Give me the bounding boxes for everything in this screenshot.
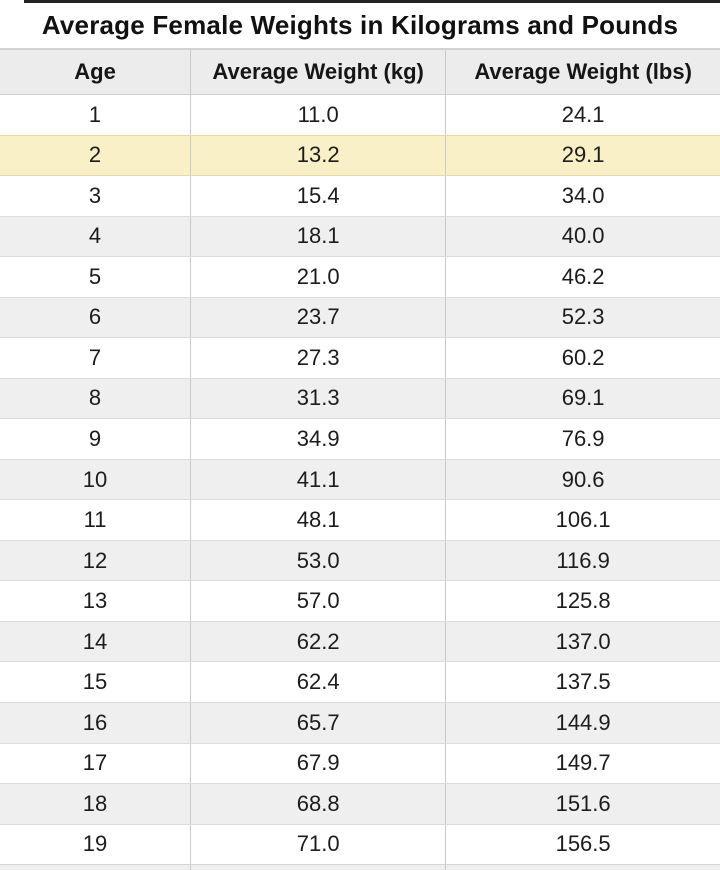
table-cell: 125.8	[445, 581, 720, 621]
table-cell: 40.0	[445, 216, 720, 257]
table-cell: 7	[88, 344, 102, 370]
table-body: 1 11.0 24.1 2 13.2 29.1 3 15.4 34.0 4 18.1 40.0 5 21.…	[0, 95, 720, 865]
table-cell: 11	[83, 507, 107, 533]
table-cell: 24.1	[445, 95, 720, 135]
table-cell: 151.6	[445, 784, 720, 824]
table-cell: 57.0	[190, 581, 445, 621]
column-header-age: Age	[74, 59, 116, 84]
table-cell: 8	[88, 385, 102, 411]
table-cell: 1	[88, 101, 102, 127]
table-cell: 116.9	[445, 540, 720, 581]
table-row: 7 27.3 60.2	[0, 337, 720, 378]
table-row: 6 23.7 52.3	[0, 296, 720, 338]
table-cell: 144.9	[445, 702, 720, 743]
column-header-weight-kg: Average Weight (kg)	[190, 50, 445, 94]
table-row: 4 18.1 40.0	[0, 215, 720, 257]
table-cell: 71.0	[190, 824, 445, 865]
table-row: 12 53.0 116.9	[0, 539, 720, 581]
table-header: Age Average Weight (kg) Average Weight (…	[0, 48, 720, 95]
table-row: 5 21.0 46.2	[0, 256, 720, 297]
table-cell: 29.1	[445, 135, 720, 176]
table-cell: 34.0	[445, 176, 720, 216]
table-cell: 14	[82, 628, 108, 654]
table-cell: 13.2	[190, 135, 445, 176]
table-cell: 76.9	[445, 419, 720, 459]
table-row: 9 34.9 76.9	[0, 418, 720, 459]
table-cell: 13	[82, 588, 108, 614]
table-cell: 6	[88, 304, 102, 330]
cropped-next-row	[0, 864, 720, 870]
table-cell: 18	[82, 790, 108, 816]
table-cell: 2	[88, 142, 102, 168]
table-cell: 52.3	[445, 297, 720, 338]
table-cell: 48.1	[190, 500, 445, 540]
table-row: 1 11.0 24.1	[0, 95, 720, 135]
table-cell	[445, 865, 720, 870]
table-cell: 27.3	[190, 338, 445, 378]
table-cell: 62.2	[190, 621, 445, 662]
table-cell: 3	[88, 182, 102, 208]
table-cell: 15.4	[190, 176, 445, 216]
table-cell: 41.1	[190, 459, 445, 500]
table-row: 2 13.2 29.1	[0, 134, 720, 176]
table-cell: 9	[88, 426, 102, 452]
table-row: 19 71.0 156.5	[0, 823, 720, 865]
table-cell: 15	[82, 669, 108, 695]
table-row: 18 68.8 151.6	[0, 783, 720, 824]
table-cell: 5	[88, 263, 102, 289]
column-header-weight-lbs: Average Weight (lbs)	[445, 50, 720, 94]
table-cell: 10	[82, 466, 108, 492]
table-cell: 16	[82, 709, 108, 735]
table-cell: 4	[88, 223, 102, 249]
table-row: 17 67.9 149.7	[0, 742, 720, 784]
table-cell: 65.7	[190, 702, 445, 743]
table-cell: 67.9	[190, 743, 445, 784]
table-row: 3 15.4 34.0	[0, 175, 720, 216]
table-cell: 17	[82, 750, 108, 776]
table-cell: 69.1	[445, 378, 720, 419]
table-cell: 68.8	[190, 784, 445, 824]
table-cell	[0, 865, 190, 870]
page-title: Average Female Weights in Kilograms and …	[0, 3, 720, 48]
table-cell: 62.4	[190, 662, 445, 702]
table-cell: 106.1	[445, 500, 720, 540]
table-cell	[190, 865, 445, 870]
table-cell: 53.0	[190, 540, 445, 581]
table-cell: 31.3	[190, 378, 445, 419]
table-cell: 23.7	[190, 297, 445, 338]
table-row: 11 48.1 106.1	[0, 499, 720, 540]
table-cell: 137.0	[445, 621, 720, 662]
table-cell: 18.1	[190, 216, 445, 257]
table-cell: 149.7	[445, 743, 720, 784]
table-cell: 60.2	[445, 338, 720, 378]
table-cell: 34.9	[190, 419, 445, 459]
table-cell: 46.2	[445, 257, 720, 297]
table-cell: 12	[82, 547, 108, 573]
table-row: 8 31.3 69.1	[0, 377, 720, 419]
table-cell: 156.5	[445, 824, 720, 865]
table-cell: 11.0	[190, 95, 445, 135]
table-cell: 137.5	[445, 662, 720, 702]
table-cell: 90.6	[445, 459, 720, 500]
table-cell: 21.0	[190, 257, 445, 297]
table-row: 10 41.1 90.6	[0, 458, 720, 500]
table-row: 16 65.7 144.9	[0, 701, 720, 743]
table-cell: 19	[82, 831, 108, 857]
table-row: 14 62.2 137.0	[0, 620, 720, 662]
table-row: 15 62.4 137.5	[0, 661, 720, 702]
top-rule-divider	[24, 0, 720, 3]
table-row: 13 57.0 125.8	[0, 580, 720, 621]
